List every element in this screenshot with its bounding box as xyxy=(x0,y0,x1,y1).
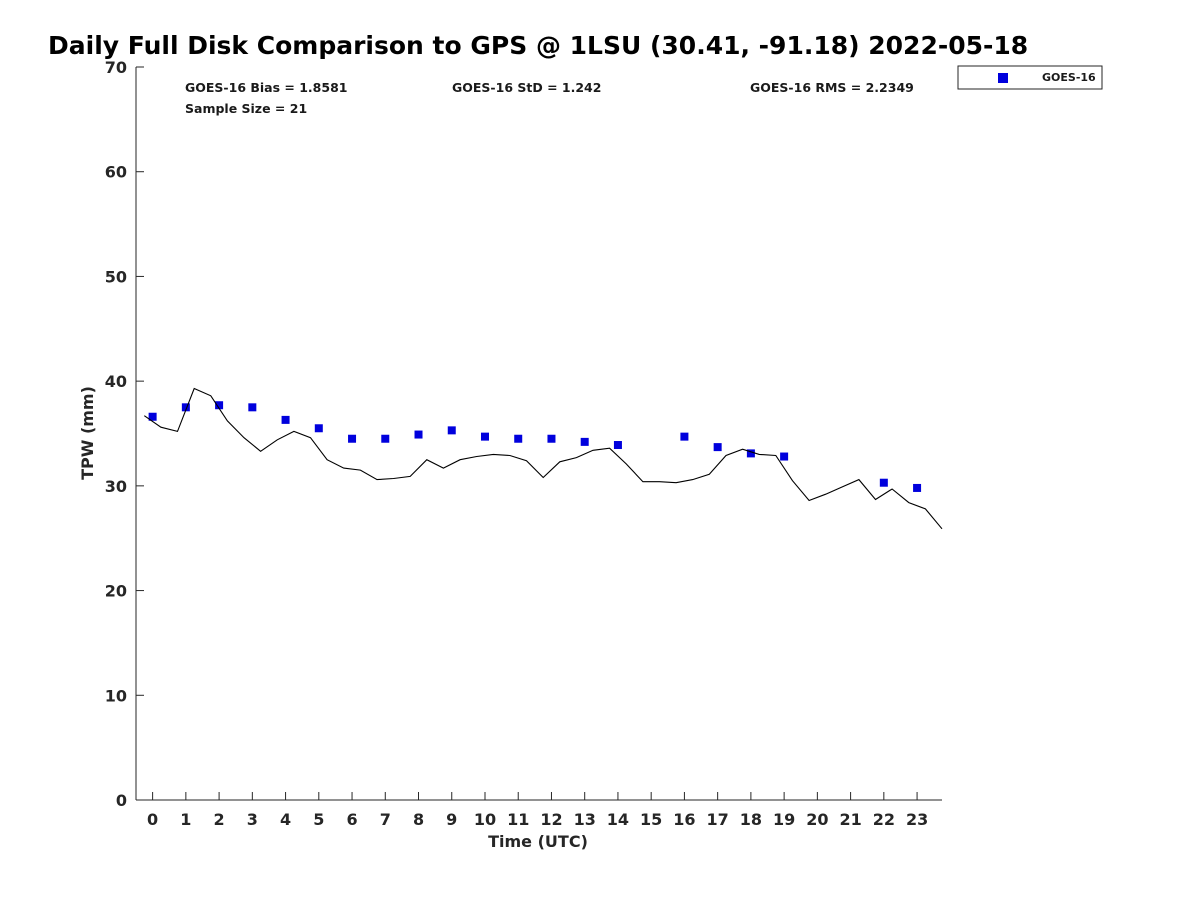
x-tick-label-2: 2 xyxy=(214,810,225,829)
rms-stat: GOES-16 RMS = 2.2349 xyxy=(750,80,914,95)
goes16-point-0 xyxy=(148,412,157,421)
x-tick-label-9: 9 xyxy=(446,810,457,829)
x-tick-label-11: 11 xyxy=(507,810,529,829)
goes16-point-16 xyxy=(713,443,722,452)
goes16-point-3 xyxy=(248,403,257,412)
y-tick-label-30: 30 xyxy=(105,477,127,496)
x-tick-label-4: 4 xyxy=(280,810,291,829)
x-axis-label: Time (UTC) xyxy=(488,832,588,851)
x-tick-label-3: 3 xyxy=(247,810,258,829)
x-tick-label-22: 22 xyxy=(873,810,895,829)
std-stat: GOES-16 StD = 1.242 xyxy=(452,80,601,95)
y-tick-label-10: 10 xyxy=(105,686,127,705)
x-tick-label-8: 8 xyxy=(413,810,424,829)
x-tick-label-10: 10 xyxy=(474,810,496,829)
y-tick-label-40: 40 xyxy=(105,372,127,391)
x-tick-label-13: 13 xyxy=(574,810,596,829)
goes16-point-20 xyxy=(913,483,922,492)
x-tick-label-17: 17 xyxy=(707,810,729,829)
goes16-point-11 xyxy=(514,434,523,443)
x-tick-label-1: 1 xyxy=(180,810,191,829)
legend-marker xyxy=(998,73,1008,83)
legend-box xyxy=(957,65,1103,90)
goes16-point-18 xyxy=(780,452,789,461)
goes16-point-15 xyxy=(680,432,689,441)
y-tick-label-0: 0 xyxy=(116,791,127,810)
x-tick-label-18: 18 xyxy=(740,810,762,829)
x-tick-label-23: 23 xyxy=(906,810,928,829)
goes16-point-2 xyxy=(215,401,224,410)
goes16-point-17 xyxy=(746,449,755,458)
x-tick-label-15: 15 xyxy=(640,810,662,829)
legend-label-goes16: GOES-16 xyxy=(1042,71,1096,84)
sample-size-stat: Sample Size = 21 xyxy=(185,101,307,116)
bias-stat: GOES-16 Bias = 1.8581 xyxy=(185,80,347,95)
goes16-point-6 xyxy=(348,434,357,443)
x-tick-label-14: 14 xyxy=(607,810,629,829)
x-tick-label-6: 6 xyxy=(346,810,357,829)
x-tick-label-7: 7 xyxy=(380,810,391,829)
goes16-point-19 xyxy=(879,478,888,487)
y-tick-label-60: 60 xyxy=(105,163,127,182)
goes16-point-10 xyxy=(480,432,489,441)
goes16-point-14 xyxy=(613,441,622,450)
x-tick-label-21: 21 xyxy=(839,810,861,829)
x-tick-label-16: 16 xyxy=(673,810,695,829)
gps-tpw-line xyxy=(143,387,943,530)
goes16-point-5 xyxy=(314,424,323,433)
goes16-point-9 xyxy=(447,426,456,435)
x-tick-label-19: 19 xyxy=(773,810,795,829)
y-tick-label-70: 70 xyxy=(105,58,127,77)
y-axis-label: TPW (mm) xyxy=(78,386,97,480)
goes16-point-4 xyxy=(281,415,290,424)
goes16-point-13 xyxy=(580,437,589,446)
y-tick-label-50: 50 xyxy=(105,267,127,286)
goes16-point-7 xyxy=(381,434,390,443)
x-tick-label-5: 5 xyxy=(313,810,324,829)
goes16-point-12 xyxy=(547,434,556,443)
legend: GOES-16 xyxy=(957,65,1103,90)
chart-title: Daily Full Disk Comparison to GPS @ 1LSU… xyxy=(48,31,1028,60)
y-tick-label-20: 20 xyxy=(105,582,127,601)
goes16-point-1 xyxy=(181,403,190,412)
goes16-point-8 xyxy=(414,430,423,439)
x-tick-label-12: 12 xyxy=(540,810,562,829)
x-tick-label-0: 0 xyxy=(147,810,158,829)
x-tick-label-20: 20 xyxy=(806,810,828,829)
